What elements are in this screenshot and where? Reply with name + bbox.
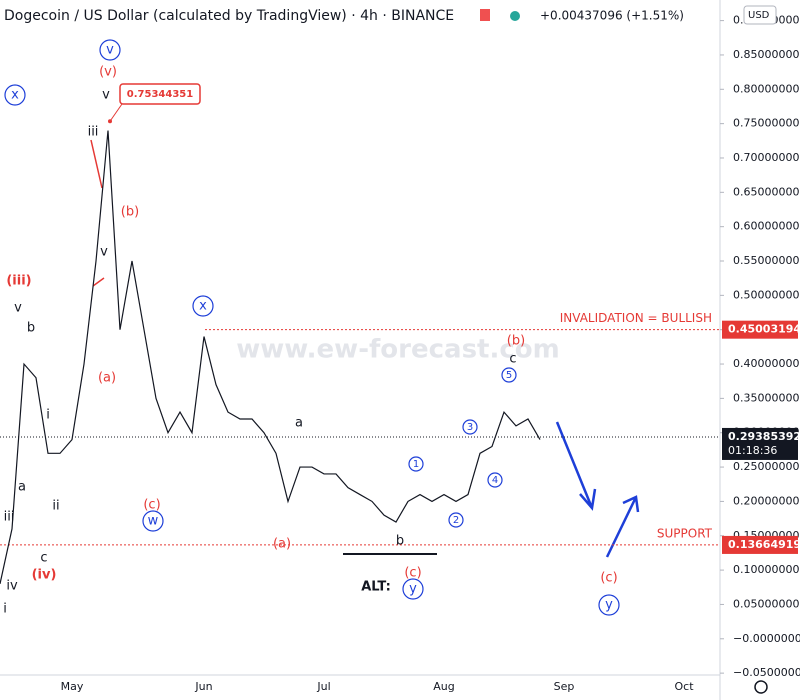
down-arrow xyxy=(555,421,597,511)
y-tick-label: 0.35000000 xyxy=(733,391,799,404)
wave-circle xyxy=(487,472,503,488)
y-tick-label: 0.70000000 xyxy=(733,151,799,164)
wave-label: (a) xyxy=(273,537,291,552)
wave-label: (iii) xyxy=(6,274,31,289)
countdown: 01:18:36 xyxy=(728,444,777,457)
wave-label: y xyxy=(409,582,417,597)
last-price-label: 0.29385392 xyxy=(728,430,800,443)
wave-circle xyxy=(192,295,214,317)
chart-title: Dogecoin / US Dollar (calculated by Trad… xyxy=(4,8,454,24)
wave-circle xyxy=(408,456,424,472)
y-tick-label: 0.40000000 xyxy=(733,357,799,370)
peak-label: 0.75344351 xyxy=(127,89,193,100)
level-price-box xyxy=(722,535,798,554)
wave-label: c xyxy=(40,551,47,566)
wave-label: b xyxy=(27,321,35,336)
y-tick-label: 0.80000000 xyxy=(733,82,799,95)
y-tick-label: 0.50000000 xyxy=(733,288,799,301)
wave-label: y xyxy=(605,598,613,613)
x-tick-label: Jun xyxy=(194,680,212,693)
wave-label: iii xyxy=(4,510,15,525)
level-price-box xyxy=(722,320,798,339)
price-change: +0.00437096 (+1.51%) xyxy=(540,9,684,23)
level-label: SUPPORT xyxy=(657,526,713,540)
y-tick-label: 0.05000000 xyxy=(733,597,799,610)
wave-label: v xyxy=(14,301,22,316)
wave-label: (c) xyxy=(600,571,617,586)
y-tick-label: 0.10000000 xyxy=(733,563,799,576)
wave-label: (c) xyxy=(404,566,421,581)
wave-label: i xyxy=(3,602,7,617)
last-price-box xyxy=(722,427,798,460)
x-tick-label: Aug xyxy=(433,680,454,693)
wave-label: w xyxy=(148,514,159,529)
settings-icon[interactable] xyxy=(754,680,768,694)
y-tick-label: 0.25000000 xyxy=(733,460,799,473)
flag-icon[interactable] xyxy=(480,9,490,21)
y-tick-label: −0.05000000 xyxy=(733,666,800,679)
currency-box xyxy=(743,5,777,25)
x-tick-label: Sep xyxy=(554,680,575,693)
level-price: 0.13664919 xyxy=(728,538,800,551)
level-label: INVALIDATION = BULLISH xyxy=(560,311,712,325)
x-tick-label: May xyxy=(61,680,84,693)
wave-label: ALT: xyxy=(361,580,391,595)
y-tick-label: 0.20000000 xyxy=(733,494,799,507)
wave-label: 2 xyxy=(453,515,459,526)
peak-box xyxy=(119,83,201,105)
wave-label: (v) xyxy=(99,65,117,80)
wave-label: iv xyxy=(6,579,18,594)
wave-label: b xyxy=(396,534,404,549)
wave-circle xyxy=(501,367,517,383)
wave-label: 1 xyxy=(413,459,419,470)
wave-label: ii xyxy=(52,499,59,514)
wave-label: a xyxy=(18,480,26,495)
wave-label: x xyxy=(199,299,207,314)
y-tick-label: 0.55000000 xyxy=(733,254,799,267)
wave-circle xyxy=(402,578,424,600)
wave-circle xyxy=(142,510,164,532)
peak-connector xyxy=(109,103,123,122)
wave-label: iii xyxy=(88,125,99,140)
x-tick-label: Oct xyxy=(674,680,694,693)
wave-label: (a) xyxy=(98,371,116,386)
status-dot xyxy=(510,11,520,21)
watermark: www.ew-forecast.com xyxy=(236,335,559,365)
wave-label: 3 xyxy=(467,422,473,433)
y-tick-label: 0.85000000 xyxy=(733,48,799,61)
wave-circle xyxy=(99,39,121,61)
wave-label: (b) xyxy=(507,334,525,349)
y-tick-label: 0.60000000 xyxy=(733,220,799,233)
y-tick-label: 0.65000000 xyxy=(733,185,799,198)
wave-label: c xyxy=(509,352,516,367)
wave-circle xyxy=(4,84,26,106)
x-tick-label: Jul xyxy=(316,680,330,693)
wave-circle xyxy=(462,419,478,435)
wave-label: v xyxy=(106,43,114,58)
wave-label: a xyxy=(295,416,303,431)
wave-label: v xyxy=(102,88,110,103)
wave-label: 5 xyxy=(506,370,512,381)
wave-label: x xyxy=(11,88,19,103)
currency-label: USD xyxy=(748,10,770,21)
level-price: 0.45003194 xyxy=(728,323,800,336)
wave-label: v xyxy=(100,245,108,260)
wave-circle xyxy=(448,512,464,528)
wave-label: i xyxy=(46,408,50,423)
wave-label: 4 xyxy=(492,475,498,486)
wave-label: (c) xyxy=(143,498,160,513)
wave-label: (iv) xyxy=(32,568,57,583)
wave-lines xyxy=(90,139,105,287)
price-line xyxy=(0,130,541,584)
y-tick-label: 0.75000000 xyxy=(733,117,799,130)
wave-circle xyxy=(598,594,620,616)
wave-label: (b) xyxy=(121,205,139,220)
up-arrow xyxy=(605,495,640,558)
